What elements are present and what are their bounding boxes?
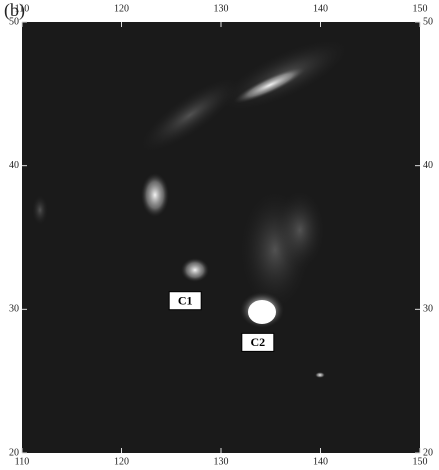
y-tick-label-right: 30	[423, 304, 433, 315]
annotation-box	[241, 332, 275, 352]
y-tick-label-left: 20	[9, 447, 19, 458]
annotation-label: C2	[250, 335, 265, 349]
x-tick-label-bottom: 120	[114, 456, 129, 467]
y-tick-label-left: 40	[9, 160, 19, 171]
x-tick-label-top: 120	[114, 3, 129, 14]
satellite-image	[22, 22, 420, 453]
x-tick-label-bottom: 110	[15, 456, 30, 467]
x-tick-label-top: 150	[413, 3, 428, 14]
y-tick-label-right: 40	[423, 160, 433, 171]
x-tick-label-bottom: 140	[313, 456, 328, 467]
annotation-label: C1	[178, 293, 193, 307]
annotation-box	[168, 291, 202, 311]
y-tick-label-right: 20	[423, 447, 433, 458]
x-tick-label-top: 110	[15, 3, 30, 14]
x-tick-label-top: 130	[214, 3, 229, 14]
y-tick-label-right: 50	[423, 16, 433, 27]
y-tick-label-left: 50	[9, 16, 19, 27]
x-tick-label-bottom: 150	[413, 456, 428, 467]
x-tick-label-top: 140	[313, 3, 328, 14]
y-tick-label-left: 30	[9, 304, 19, 315]
panel-label: (b)	[4, 0, 25, 21]
x-tick-label-bottom: 130	[214, 456, 229, 467]
